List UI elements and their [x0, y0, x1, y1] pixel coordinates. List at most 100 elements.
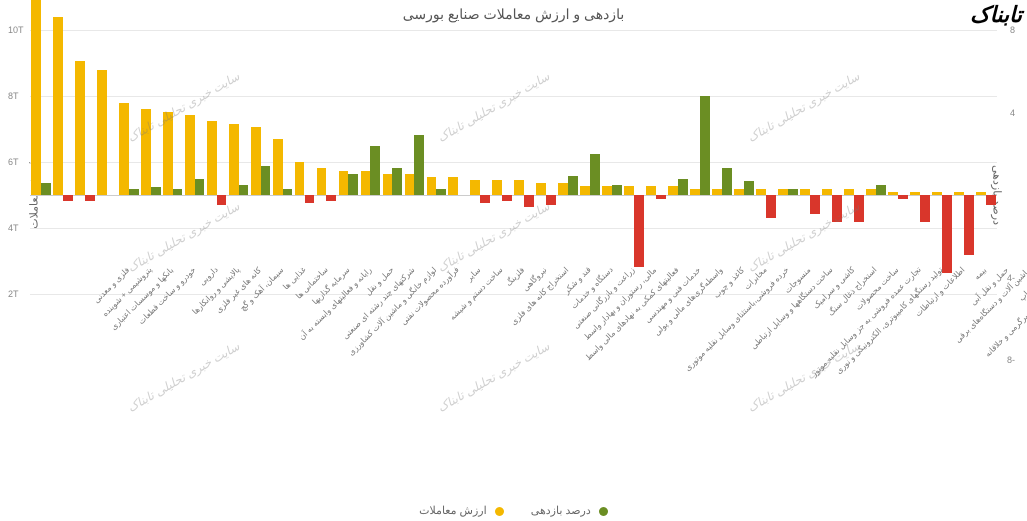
value-bar [273, 139, 283, 195]
return-bar [261, 166, 271, 195]
legend-label-value: ارزش معاملات [419, 505, 487, 517]
y-left-tick: 8T [8, 91, 19, 101]
value-bar [427, 177, 437, 195]
y-left-tick: 10T [8, 25, 24, 35]
value-bar [910, 192, 920, 195]
bar-group [52, 30, 74, 360]
bar-group [30, 30, 52, 360]
value-bar [470, 180, 480, 195]
return-bar [63, 195, 73, 201]
return-bar [612, 185, 622, 195]
value-bar [822, 189, 832, 195]
value-bar [295, 162, 305, 195]
value-bar [712, 189, 722, 195]
chart-title: بازدهی و ارزش معاملات صنایع بورسی [0, 0, 1027, 23]
value-bar [405, 174, 415, 195]
value-bar [361, 171, 371, 195]
return-bar [744, 181, 754, 195]
return-bar [964, 195, 974, 255]
return-bar [656, 195, 666, 199]
value-bar [75, 61, 85, 195]
value-bar [31, 0, 41, 195]
value-bar [251, 127, 261, 195]
value-bar [163, 112, 173, 195]
value-bar [141, 109, 151, 195]
value-bar [536, 183, 546, 195]
value-bar [954, 192, 964, 195]
x-axis-labels: فلزی و معدنیپتروشیمی + شویندهبانکها و مو… [30, 365, 997, 495]
return-bar [788, 189, 798, 195]
legend-return: درصد بازدهی [531, 504, 608, 517]
return-bar [305, 195, 315, 203]
return-bar [348, 174, 358, 195]
return-bar [700, 96, 710, 195]
value-bar [778, 189, 788, 195]
return-bar [151, 187, 161, 195]
value-bar [844, 189, 854, 195]
return-bar [283, 189, 293, 195]
value-bar [492, 180, 502, 195]
return-bar [217, 195, 227, 205]
legend: درصد بازدهی ارزش معاملات [0, 504, 1027, 517]
return-bar [239, 185, 249, 195]
value-bar [734, 189, 744, 195]
value-bar [185, 115, 195, 195]
return-bar [986, 195, 996, 205]
value-bar [932, 192, 942, 195]
value-bar [646, 186, 656, 195]
return-bar [876, 185, 886, 195]
return-bar [854, 195, 864, 222]
y-left-tick: 6T [8, 157, 19, 167]
return-bar [129, 189, 139, 195]
value-bar [317, 168, 327, 195]
value-bar [119, 103, 129, 195]
value-bar [207, 121, 217, 195]
return-bar [85, 195, 95, 201]
return-bar [942, 195, 952, 273]
return-bar [568, 176, 578, 195]
return-bar [810, 195, 820, 214]
value-bar [690, 189, 700, 195]
return-bar [722, 168, 732, 195]
return-bar [634, 195, 644, 267]
value-bar [580, 186, 590, 195]
value-bar [97, 70, 107, 195]
return-bar [41, 183, 51, 195]
value-bar [229, 124, 239, 195]
return-bar [195, 179, 205, 196]
return-bar [436, 189, 446, 195]
y-left-tick: 2T [8, 289, 19, 299]
legend-value: ارزش معاملات [419, 504, 504, 517]
legend-dot-value [495, 507, 504, 516]
value-bar [514, 180, 524, 195]
y-right-tick: 4 [1010, 108, 1015, 118]
value-bar [624, 186, 634, 195]
value-bar [888, 192, 898, 195]
value-bar [53, 17, 63, 195]
return-bar [920, 195, 930, 222]
return-bar [832, 195, 842, 222]
return-bar [480, 195, 490, 203]
return-bar [326, 195, 336, 201]
legend-label-return: درصد بازدهی [531, 505, 591, 517]
return-bar [766, 195, 776, 218]
value-bar [558, 183, 568, 195]
value-bar [448, 177, 458, 195]
value-bar [976, 192, 986, 195]
return-bar [370, 146, 380, 196]
return-bar [414, 135, 424, 195]
legend-dot-return [599, 507, 608, 516]
value-bar [602, 186, 612, 195]
return-bar [898, 195, 908, 199]
site-logo: تابناک [970, 2, 1022, 28]
return-bar [173, 189, 183, 195]
value-bar [800, 189, 810, 195]
value-bar [866, 189, 876, 195]
return-bar [524, 195, 534, 207]
value-bar [668, 186, 678, 195]
return-bar [392, 168, 402, 195]
value-bar [383, 174, 393, 195]
return-bar [502, 195, 512, 201]
value-bar [339, 171, 349, 195]
return-bar [546, 195, 556, 205]
